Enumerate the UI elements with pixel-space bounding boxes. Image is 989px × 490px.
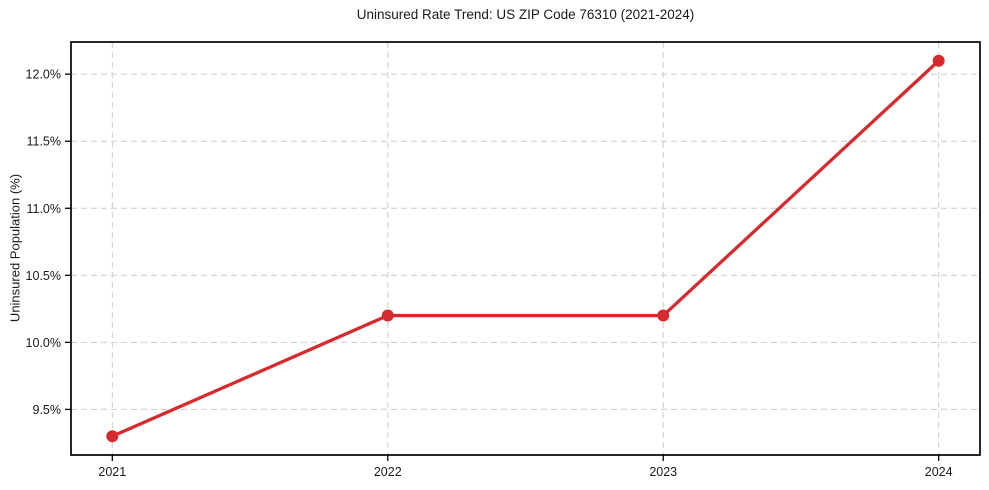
y-axis-label: Uninsured Population (%): [7, 173, 23, 323]
chart-title: Uninsured Rate Trend: US ZIP Code 76310 …: [356, 7, 695, 22]
x-tick-label: 2021: [98, 465, 126, 479]
data-point: [381, 309, 394, 322]
plot-border: [70, 41, 981, 456]
y-tick-label: 10.0%: [26, 336, 61, 350]
y-tick-label: 10.5%: [26, 269, 61, 283]
x-tick-label: 2022: [374, 465, 402, 479]
y-tick-label: 11.5%: [26, 135, 61, 149]
y-tick-label: 11.0%: [26, 202, 61, 216]
trend-line: [110, 59, 941, 438]
data-point: [932, 54, 945, 67]
data-point: [106, 430, 119, 443]
x-tick-label: 2024: [925, 465, 953, 479]
y-tick-label: 9.5%: [33, 403, 62, 417]
data-point: [657, 309, 670, 322]
x-tick-label: 2023: [649, 465, 677, 479]
y-tick-label: 12.0%: [26, 68, 61, 82]
